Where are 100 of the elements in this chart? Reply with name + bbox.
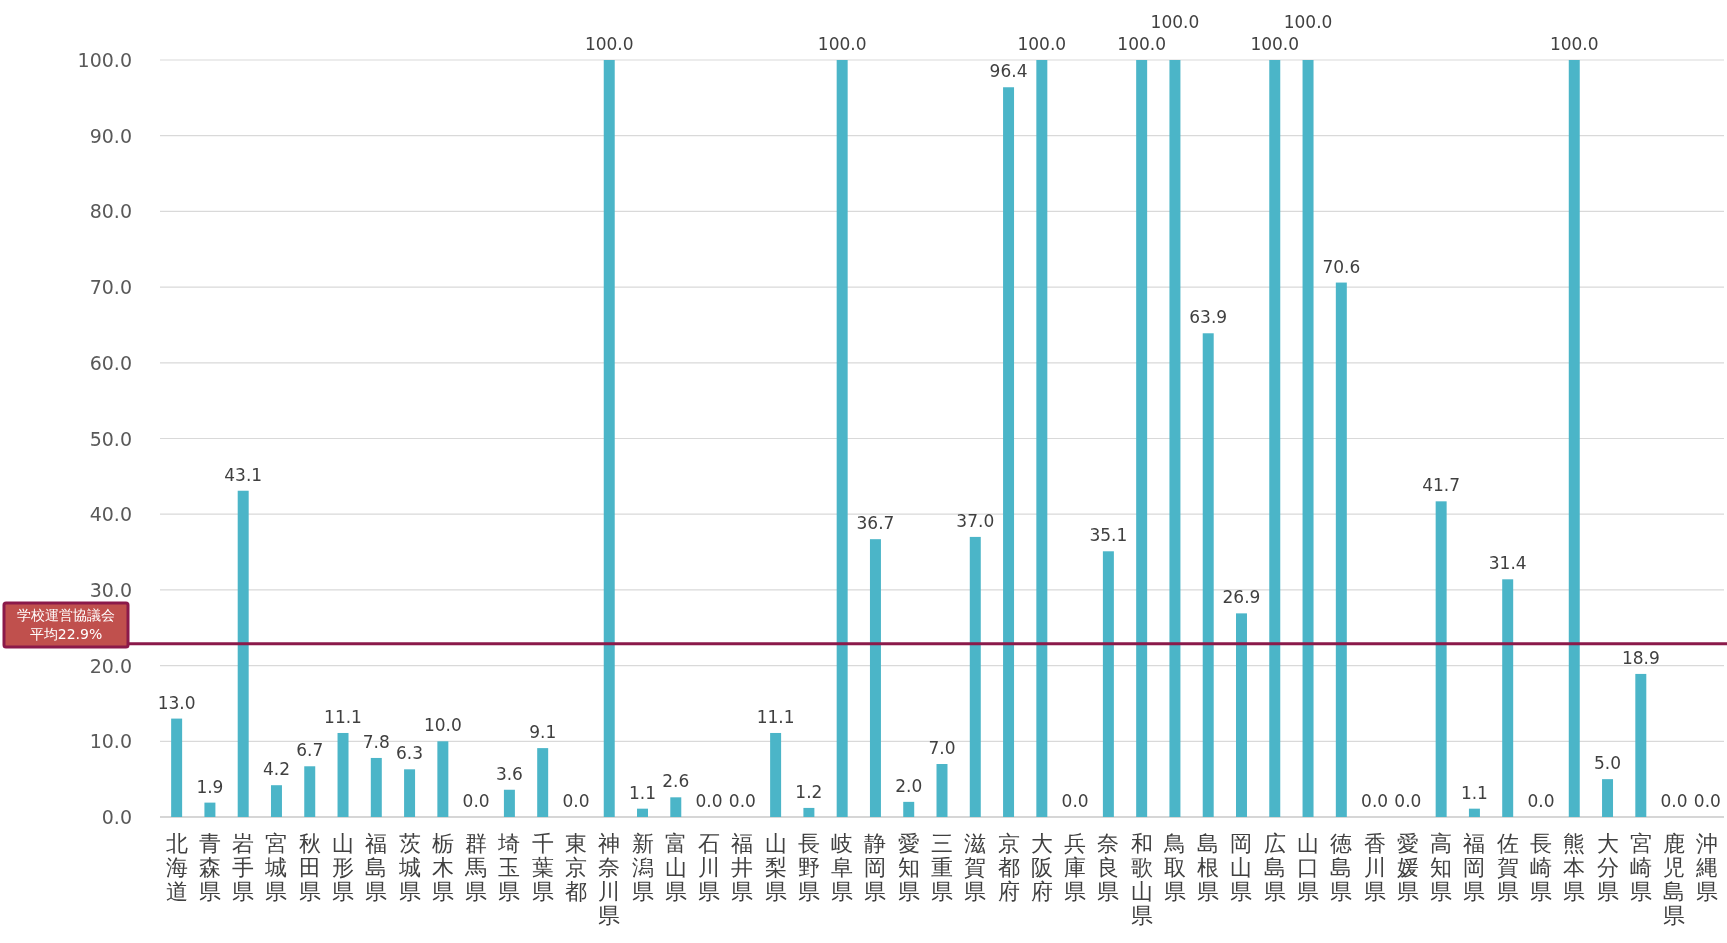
bar	[836, 60, 848, 817]
x-tick-label: 徳島県	[1330, 831, 1353, 904]
y-tick-label: 20.0	[89, 654, 132, 677]
x-tick-label: 宮城県	[264, 831, 288, 904]
data-label: 31.4	[1488, 553, 1527, 574]
data-label: 0.0	[1394, 791, 1422, 811]
bar	[670, 797, 682, 817]
data-label: 11.1	[756, 706, 795, 727]
bar	[437, 741, 449, 817]
data-label: 1.1	[628, 782, 657, 803]
data-label: 9.1	[529, 722, 557, 743]
x-tick-label: 長野県	[797, 831, 820, 904]
x-tick-label: 兵庫県	[1064, 831, 1087, 904]
x-tick-label: 山口県	[1297, 831, 1320, 904]
x-tick-label: 群馬県	[464, 831, 488, 904]
x-tick-label: 三重県	[931, 831, 953, 904]
bar	[903, 801, 915, 817]
x-tick-label: 山梨県	[764, 831, 787, 904]
x-tick-label: 岡山県	[1230, 831, 1253, 904]
data-label: 100.0	[1150, 12, 1200, 32]
x-tick-label: 埼玉県	[497, 831, 521, 904]
x-tick-label: 奈良県	[1097, 831, 1120, 904]
data-label: 7.0	[928, 738, 956, 759]
x-tick-label: 石川県	[698, 831, 721, 904]
bar	[503, 789, 515, 817]
bar	[237, 490, 249, 817]
y-tick-label: 40.0	[89, 503, 132, 526]
data-label: 100.0	[1117, 34, 1166, 54]
data-label: 11.1	[324, 706, 362, 727]
data-label: 70.6	[1322, 256, 1361, 277]
bar	[1036, 60, 1048, 817]
bar	[1102, 551, 1114, 817]
bar	[637, 808, 648, 817]
data-label: 100.0	[1549, 34, 1599, 54]
x-tick-label: 香川県	[1363, 831, 1386, 904]
bar	[1502, 579, 1514, 817]
data-label: 0.0	[1527, 791, 1555, 811]
y-tick-label: 0.0	[101, 806, 132, 828]
x-tick-label: 長崎県	[1529, 831, 1552, 904]
bar	[969, 536, 981, 817]
x-tick-label: 栃木県	[431, 831, 454, 904]
bar	[370, 757, 382, 817]
x-tick-label: 福島県	[365, 831, 388, 904]
x-tick-label: 沖縄県	[1695, 831, 1719, 904]
bar	[171, 718, 183, 817]
x-tick-label: 秋田県	[298, 831, 321, 904]
y-tick-label: 70.0	[89, 276, 132, 299]
bar	[770, 732, 782, 817]
data-label: 0.0	[1693, 791, 1721, 811]
data-label: 0.0	[562, 791, 590, 811]
data-label: 100.0	[1250, 34, 1300, 54]
data-label: 36.7	[856, 513, 895, 534]
x-tick-label: 和歌山県	[1130, 831, 1153, 928]
x-tick-label: 新潟県	[631, 831, 654, 904]
data-label: 41.7	[1422, 475, 1461, 496]
x-tick-label: 茨城県	[397, 831, 421, 904]
data-label: 0.0	[462, 791, 490, 811]
data-label: 63.9	[1189, 307, 1228, 328]
x-tick-label: 岐阜県	[831, 831, 854, 904]
x-tick-label: 東京都	[564, 831, 587, 904]
bar	[1236, 613, 1247, 817]
bar	[1468, 808, 1480, 817]
y-tick-label: 90.0	[89, 124, 132, 147]
data-label: 0.0	[695, 791, 723, 811]
x-tick-label: 滋賀県	[964, 831, 987, 904]
x-tick-label: 青森県	[198, 831, 221, 904]
x-tick-label: 大分県	[1596, 831, 1619, 904]
data-label: 18.9	[1621, 647, 1660, 668]
x-tick-label: 京都府	[997, 831, 1020, 904]
x-tick-label: 富山県	[664, 831, 687, 904]
bar	[537, 748, 549, 817]
bar	[204, 802, 216, 817]
data-label: 13.0	[157, 692, 196, 713]
bar	[404, 769, 416, 817]
x-tick-label: 山形県	[332, 831, 355, 904]
data-label: 6.3	[396, 743, 424, 764]
data-label: 96.4	[989, 61, 1028, 82]
bar	[270, 785, 282, 817]
data-label: 1.9	[196, 776, 224, 797]
data-label: 6.7	[296, 740, 324, 761]
x-tick-label: 佐賀県	[1496, 831, 1519, 904]
data-label: 0.0	[1660, 791, 1688, 811]
bar	[936, 764, 948, 817]
data-label: 1.2	[795, 781, 823, 802]
x-tick-label: 鳥取県	[1162, 831, 1186, 904]
data-label: 100.0	[817, 34, 867, 54]
data-label: 100.0	[1283, 12, 1333, 32]
bar	[1635, 673, 1647, 817]
x-tick-label: 岩手県	[232, 831, 255, 904]
ref-line-label: 学校運営協議会平均22.9%	[16, 605, 116, 644]
x-tick-label: 大阪府	[1030, 831, 1053, 904]
data-label: 2.6	[662, 771, 690, 792]
x-tick-label: 神奈川県	[598, 831, 621, 928]
data-label: 0.0	[728, 791, 756, 811]
data-label: 43.1	[224, 464, 263, 485]
x-tick-label: 静岡県	[864, 831, 887, 904]
x-tick-label: 宮崎県	[1629, 831, 1652, 904]
bar	[1169, 60, 1181, 817]
x-tick-label: 熊本県	[1563, 831, 1586, 904]
bar	[603, 60, 615, 817]
